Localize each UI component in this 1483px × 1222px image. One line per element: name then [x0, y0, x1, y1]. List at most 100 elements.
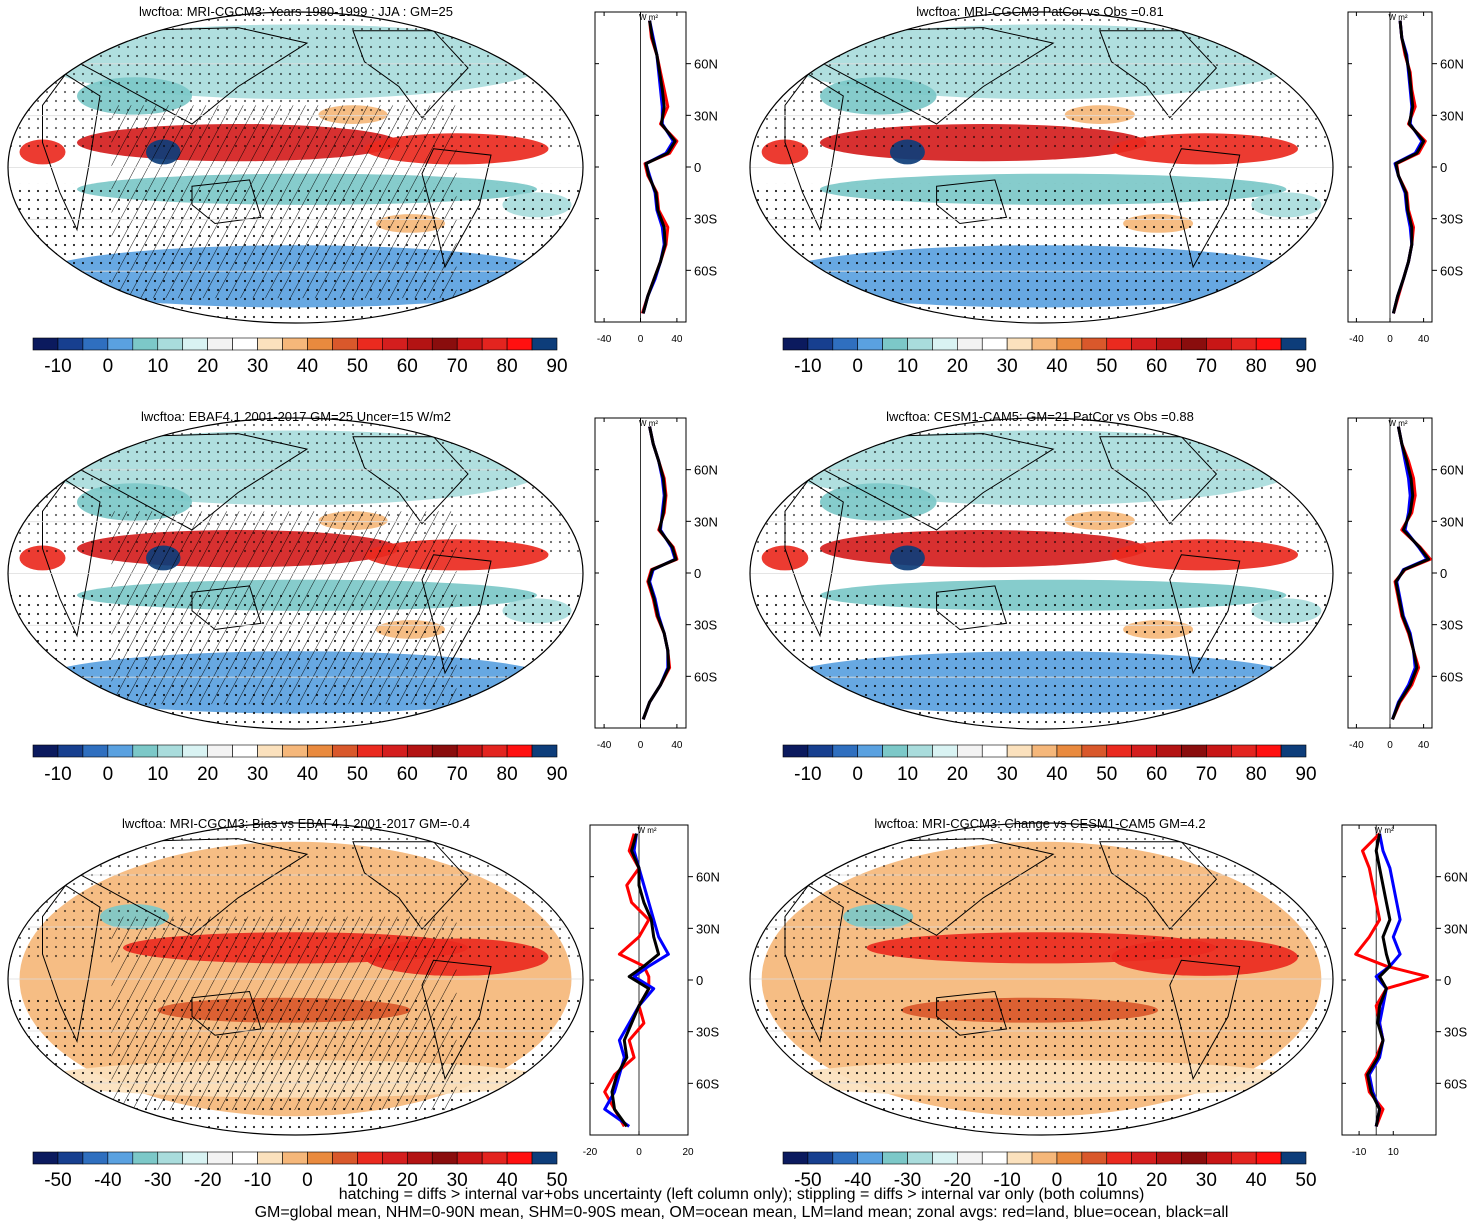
lat-tick-label: 30S [696, 1025, 719, 1040]
colorbar-swatch [857, 1151, 883, 1165]
colorbar-tick-label: -50 [44, 1170, 71, 1191]
zonal-series-all [1366, 833, 1392, 1127]
colorbar-swatch [1181, 744, 1207, 758]
value-tick-label: -40 [597, 740, 612, 751]
colorbar-swatch [282, 337, 308, 351]
colorbar-swatch [307, 1151, 333, 1165]
value-tick-label: 40 [671, 334, 683, 345]
zonal-mean-plot: W m² 60N 30N 0 30S 60S -10 10 [1341, 824, 1468, 1158]
map-outline [7, 822, 584, 1136]
colorbar-swatch [456, 1151, 483, 1165]
value-tick-label: 40 [1418, 740, 1430, 751]
colorbar-swatch [1031, 1151, 1058, 1165]
colorbar-tick-label: 70 [447, 356, 468, 377]
colorbar-tick-label: 90 [1295, 356, 1316, 377]
colorbar-tick-label: 30 [997, 356, 1018, 377]
panel-3: lwcftoa: EBAF4.1 2001-2017 GM=25 Uncer=1… [7, 409, 718, 785]
colorbar-swatch [957, 744, 983, 758]
colorbar-swatch [932, 744, 958, 758]
value-tick-label: -20 [583, 1147, 598, 1158]
lat-tick-label: 30S [694, 212, 717, 227]
colorbar-swatch [531, 1151, 558, 1165]
colorbar-tick-label: 90 [546, 764, 567, 785]
colorbar-swatch [157, 1151, 184, 1165]
lat-tick-label: 60S [1440, 263, 1463, 278]
zonal-series-all [610, 833, 661, 1128]
colorbar-swatch [406, 1151, 433, 1165]
colorbar: -10 0 10 20 30 40 50 60 70 80 90 [782, 744, 1317, 785]
colorbar: -50 -40 -30 -20 -10 0 10 20 30 40 50 [32, 1151, 568, 1191]
colorbar-swatch [32, 744, 59, 758]
colorbar-tick-label: 50 [1096, 356, 1117, 377]
colorbar-tick-label: 50 [347, 764, 368, 785]
colorbar-tick-label: 40 [1046, 356, 1067, 377]
colorbar-tick-label: 10 [897, 764, 918, 785]
colorbar-tick-label: 20 [947, 356, 968, 377]
colorbar-tick-label: -10 [44, 356, 71, 377]
colorbar-tick-label: 80 [1246, 764, 1267, 785]
colorbar-tick-label: 0 [103, 356, 114, 377]
zonal-units-label: W m² [1388, 13, 1407, 22]
colorbar-swatch [57, 1151, 84, 1165]
lat-tick-label: 0 [1440, 566, 1447, 581]
colorbar-swatch [82, 337, 109, 351]
footer-note-hatching: hatching = diffs > internal var+obs unce… [338, 1186, 1145, 1203]
colorbar-swatch [382, 337, 408, 351]
footer-note-legend: GM=global mean, NHM=0-90N mean, SHM=0-90… [254, 1204, 1229, 1221]
colorbar-tick-label: 30 [447, 1170, 468, 1191]
colorbar-swatch [282, 744, 308, 758]
colorbar-swatch [1181, 337, 1207, 351]
colorbar-tick-label: -10 [794, 764, 821, 785]
colorbar-swatch [182, 337, 208, 351]
colorbar-swatch [1106, 744, 1132, 758]
colorbar-swatch [981, 337, 1008, 351]
colorbar-swatch [1255, 1151, 1282, 1165]
colorbar-swatch [1156, 744, 1182, 758]
colorbar-tick-label: -10 [44, 764, 71, 785]
colorbar-tick-label: -20 [944, 1170, 971, 1191]
colorbar-swatch [332, 1151, 358, 1165]
colorbar-tick-label: 20 [947, 764, 968, 785]
colorbar-swatch [1031, 744, 1058, 758]
lat-tick-label: 0 [696, 973, 703, 988]
colorbar: -50 -40 -30 -20 -10 0 10 20 30 40 50 [782, 1151, 1317, 1191]
map-outline [749, 822, 1334, 1136]
lat-tick-label: 60S [696, 1076, 719, 1091]
colorbar-swatch [382, 1151, 408, 1165]
lat-tick-label: 0 [694, 160, 701, 175]
colorbar-swatch [481, 337, 508, 351]
colorbar-swatch [182, 1151, 208, 1165]
colorbar-swatch [1131, 1151, 1157, 1165]
colorbar-swatch [107, 744, 134, 758]
colorbar-swatch [782, 1151, 809, 1165]
panel-title: lwcftoa: EBAF4.1 2001-2017 GM=25 Uncer=1… [141, 409, 451, 424]
colorbar-swatch [506, 744, 533, 758]
colorbar-tick-label: 30 [247, 764, 268, 785]
colorbar-swatch [1106, 1151, 1132, 1165]
colorbar-swatch [481, 744, 508, 758]
colorbar-tick-label: 10 [147, 356, 168, 377]
colorbar-swatch [32, 337, 59, 351]
colorbar-tick-label: -50 [794, 1170, 821, 1191]
colorbar-swatch [57, 744, 84, 758]
colorbar-tick-label: 0 [852, 356, 863, 377]
lat-tick-label: 0 [1444, 973, 1451, 988]
zonal-series-all [1391, 426, 1431, 720]
value-tick-label: 0 [1387, 334, 1393, 345]
value-tick-label: -10 [1352, 1147, 1367, 1158]
colorbar-swatch [857, 337, 883, 351]
colorbar-swatch [981, 1151, 1008, 1165]
zonal-series-ocean [603, 833, 670, 1128]
colorbar-tick-label: 20 [397, 1170, 418, 1191]
stippling [750, 12, 1333, 152]
panel-6: lwcftoa: MRI-CGCM3: Change vs CESM1-CAM5… [749, 816, 1468, 1191]
colorbar: -10 0 10 20 30 40 50 60 70 80 90 [782, 337, 1317, 377]
value-tick-label: 0 [1387, 740, 1393, 751]
value-tick-label: -40 [1349, 334, 1364, 345]
colorbar-swatch [406, 744, 433, 758]
colorbar-tick-label: 0 [302, 1170, 313, 1191]
lat-tick-label: 30S [1440, 212, 1463, 227]
colorbar-swatch [782, 337, 809, 351]
colorbar-swatch [132, 337, 159, 351]
